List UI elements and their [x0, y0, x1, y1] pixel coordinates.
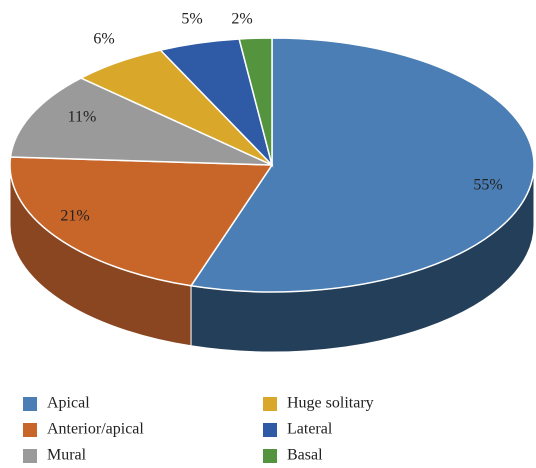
legend-swatch	[263, 397, 277, 411]
data-label: 55%	[473, 177, 502, 194]
slice	[9, 156, 274, 287]
legend-label: Anterior/apical	[47, 421, 144, 438]
legend-label: Basal	[287, 447, 323, 464]
legend-label: Huge solitary	[287, 395, 374, 412]
legend-label: Apical	[47, 395, 90, 412]
data-label: 21%	[60, 208, 89, 225]
data-label: 6%	[93, 31, 114, 48]
data-label: 5%	[181, 11, 202, 28]
slice	[9, 77, 273, 166]
legend-swatch	[23, 449, 37, 463]
legend-swatch	[23, 397, 37, 411]
data-label: 11%	[68, 109, 97, 126]
data-label: 2%	[231, 11, 252, 28]
legend-label: Mural	[47, 447, 87, 464]
legend-swatch	[263, 423, 277, 437]
legend-swatch	[23, 423, 37, 437]
legend-swatch	[263, 449, 277, 463]
slice	[238, 37, 273, 166]
legend-label: Lateral	[287, 421, 333, 438]
slice	[189, 37, 535, 293]
